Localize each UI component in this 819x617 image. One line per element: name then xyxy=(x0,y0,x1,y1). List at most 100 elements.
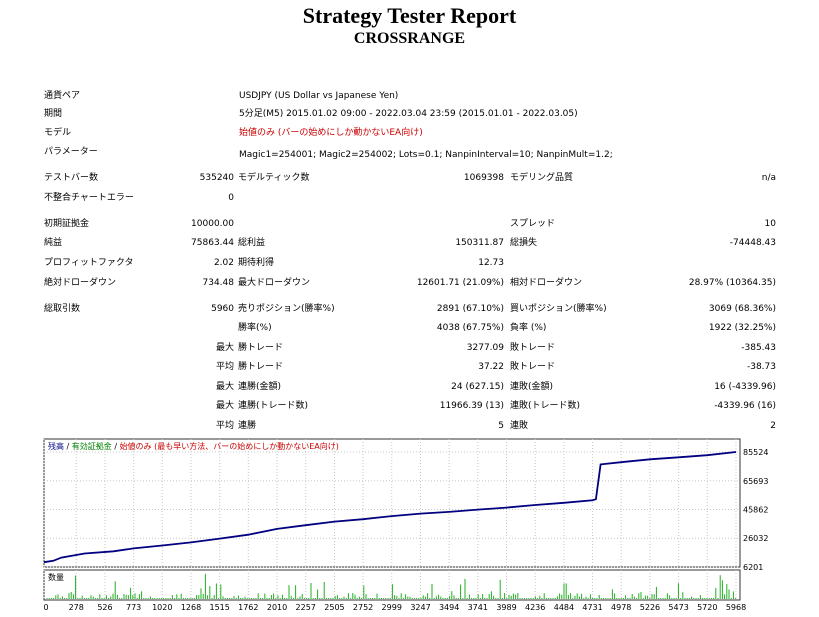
max3-label: 最大 xyxy=(215,401,234,411)
abs-dd-label: 絶対ドローダウン xyxy=(44,278,117,288)
x-tick-label: 4484 xyxy=(554,603,574,612)
x-tick-label: 278 xyxy=(69,603,84,612)
model-value: 始値のみ (バーの始めにしか動かないEA向け) xyxy=(239,128,423,138)
largest-win-value: 3277.09 xyxy=(466,343,504,353)
max-consec-profit-label: 連勝(トレード数) xyxy=(238,401,309,411)
period-label: 期間 xyxy=(44,109,63,119)
report-title: Strategy Tester Report xyxy=(302,3,517,28)
spread-value: 10 xyxy=(764,219,776,229)
model-quality-label: モデリング品質 xyxy=(510,173,574,183)
x-tick-label: 5226 xyxy=(640,603,660,612)
win-rate-value: 4038 (67.75%) xyxy=(436,323,504,333)
abs-dd-value: 734.48 xyxy=(202,278,235,288)
gross-profit-value: 150311.87 xyxy=(455,238,504,248)
test-bars-value: 535240 xyxy=(199,173,234,183)
y-tick-label: 6201 xyxy=(743,563,763,572)
chart-legend: 残高 / 有効証拠金 / 始値のみ (最も早い方法、バーの始めにしか動かないEA… xyxy=(48,441,339,451)
balance-series xyxy=(43,451,737,564)
x-tick-label: 1762 xyxy=(238,603,258,612)
long-pos-value: 3069 (68.36%) xyxy=(708,304,776,314)
pair-label: 通貨ペア xyxy=(44,91,81,101)
x-tick-label: 2505 xyxy=(324,603,344,612)
x-tick-label: 1515 xyxy=(209,603,229,612)
x-tick-label: 773 xyxy=(126,603,141,612)
x-tick-label: 2010 xyxy=(267,603,287,612)
avg-consec-wins-value: 5 xyxy=(498,421,504,431)
gross-profit-label: 総利益 xyxy=(238,238,266,248)
x-tick-label: 4731 xyxy=(582,603,602,612)
max-label: 最大 xyxy=(215,343,234,353)
x-axis-ticks: 0 278 526 773 1020 1268 1515 1762 2010 2257 2505 27… xyxy=(43,603,746,612)
x-tick-label: 3989 xyxy=(496,603,516,612)
avg-consec-losses-label: 連敗 xyxy=(510,421,529,431)
profit-factor-value: 2.02 xyxy=(213,258,234,268)
x-tick-label: 3494 xyxy=(439,603,459,612)
avg-win-label: 勝トレード xyxy=(238,362,284,372)
avg-consec-losses-value: 2 xyxy=(770,421,776,431)
gross-loss-label: 総損失 xyxy=(510,238,538,248)
win-rate-label: 勝率(%) xyxy=(238,323,272,333)
profit-factor-label: プロフィットファクタ xyxy=(44,258,134,268)
net-profit-value: 75863.44 xyxy=(191,238,234,248)
x-tick-label: 4236 xyxy=(525,603,545,612)
x-tick-label: 1020 xyxy=(152,603,172,612)
x-tick-label: 4978 xyxy=(611,603,631,612)
net-profit-label: 純益 xyxy=(44,238,63,248)
y-axis-ticks: 85524 65693 45862 26032 6201 xyxy=(743,448,768,572)
max-consec-loss-label: 連敗(トレード数) xyxy=(510,401,581,411)
avg2-label: 平均 xyxy=(215,421,234,431)
max-consec-losses-value: 16 (-4339.96) xyxy=(714,382,776,392)
total-trades-label: 総取引数 xyxy=(44,304,81,314)
max-consec-wins-label: 連勝(金額) xyxy=(238,382,282,392)
total-trades-value: 5960 xyxy=(211,304,234,314)
largest-win-label: 勝トレード xyxy=(238,343,284,353)
mismatch-label: 不整合チャートエラー xyxy=(44,193,134,203)
max-consec-wins-value: 24 (627.15) xyxy=(451,382,504,392)
x-tick-label: 1268 xyxy=(181,603,201,612)
y-tick-label: 65693 xyxy=(743,477,768,486)
rel-dd-label: 相対ドローダウン xyxy=(510,278,583,288)
params-value: Magic1=254001; Magic2=254002; Lots=0.1; … xyxy=(239,150,613,160)
model-ticks-label: モデルティック数 xyxy=(238,173,310,183)
model-ticks-value: 1069398 xyxy=(463,173,504,183)
avg-consec-wins-label: 連勝 xyxy=(238,421,257,431)
legend-equity: 有効証拠金 xyxy=(72,441,112,451)
max2-label: 最大 xyxy=(215,382,234,392)
x-tick-label: 0 xyxy=(43,603,48,612)
max-dd-label: 最大ドローダウン xyxy=(238,278,311,288)
legend-balance: 残高 xyxy=(48,441,64,451)
max-consec-losses-label: 連敗(金額) xyxy=(510,382,554,392)
x-tick-label: 5968 xyxy=(726,603,746,612)
largest-loss-label: 敗トレード xyxy=(510,343,556,353)
initial-deposit-value: 10000.00 xyxy=(191,219,234,229)
period-value: 5分足(M5) 2015.01.02 09:00 - 2022.03.04 23… xyxy=(239,109,578,119)
report-subtitle: CROSSRANGE xyxy=(353,30,466,47)
x-tick-label: 2257 xyxy=(296,603,316,612)
avg-loss-value: -38.73 xyxy=(746,362,776,372)
avg-win-value: 37.22 xyxy=(478,362,504,372)
pair-value: USDJPY (US Dollar vs Japanese Yen) xyxy=(239,91,399,101)
volume-label: 数量 xyxy=(48,572,64,582)
x-tick-label: 5473 xyxy=(668,603,688,612)
y-tick-label: 26032 xyxy=(743,534,768,543)
x-tick-label: 5720 xyxy=(697,603,717,612)
gross-loss-value: -74448.43 xyxy=(729,238,776,248)
x-tick-label: 526 xyxy=(97,603,112,612)
avg-label: 平均 xyxy=(215,362,234,372)
x-tick-label: 2999 xyxy=(382,603,402,612)
initial-deposit-label: 初期証拠金 xyxy=(44,219,90,229)
x-tick-label: 3741 xyxy=(468,603,488,612)
test-bars-label: テストバー数 xyxy=(44,173,99,183)
max-consec-loss-value: -4339.96 (16) xyxy=(714,401,776,411)
x-tick-label: 2752 xyxy=(353,603,373,612)
max-consec-profit-value: 11966.39 (13) xyxy=(439,401,504,411)
legend-model: 始値のみ (最も早い方法、バーの始めにしか動かないEA向け) xyxy=(120,441,339,451)
avg-loss-label: 敗トレード xyxy=(510,362,556,372)
params-label: パラメーター xyxy=(44,147,98,157)
short-pos-label: 売りポジション(勝率%) xyxy=(238,304,335,314)
max-dd-value: 12601.71 (21.09%) xyxy=(416,278,504,288)
mismatch-value: 0 xyxy=(228,193,234,203)
long-pos-label: 買いポジション(勝率%) xyxy=(510,304,607,314)
loss-rate-label: 負率 (%) xyxy=(510,323,547,333)
